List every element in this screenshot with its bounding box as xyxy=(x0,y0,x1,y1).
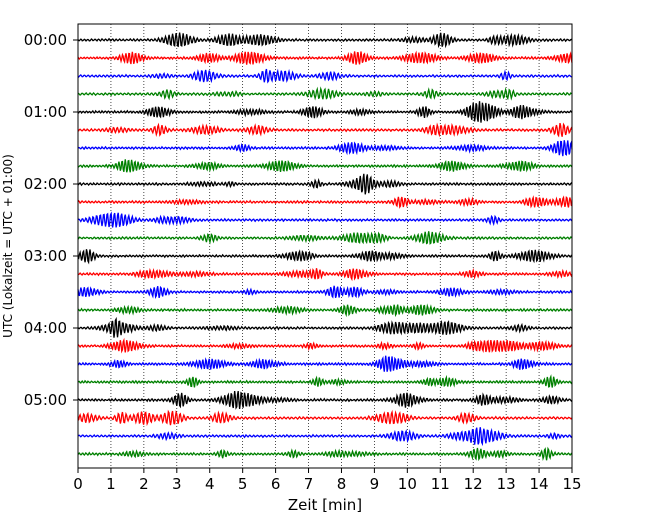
trace-row xyxy=(77,173,573,195)
x-tick-label: 6 xyxy=(271,475,281,493)
x-tick-label: 13 xyxy=(497,475,516,493)
trace-row xyxy=(77,390,573,410)
y-tick-label: 02:00 xyxy=(24,175,67,193)
trace-row xyxy=(77,267,573,282)
x-tick-label: 4 xyxy=(205,475,215,493)
trace-row xyxy=(77,249,573,265)
x-axis-label: Zeit [min] xyxy=(288,496,362,514)
y-tick-label: 00:00 xyxy=(24,31,67,49)
trace-row xyxy=(77,285,573,300)
x-tick-label: 0 xyxy=(73,475,83,493)
y-axis-label: UTC (Lokalzeit = UTC + 01:00) xyxy=(1,154,15,338)
trace-row xyxy=(77,355,573,372)
seismic-traces xyxy=(77,32,573,462)
trace-row xyxy=(77,195,573,209)
trace-row xyxy=(77,303,573,318)
y-tick-label: 03:00 xyxy=(24,247,67,265)
trace-row xyxy=(77,337,573,354)
trace-row xyxy=(77,427,573,447)
x-tick-label: 7 xyxy=(304,475,314,493)
trace-row xyxy=(77,122,573,138)
grid xyxy=(110,24,540,468)
x-tick-label: 5 xyxy=(238,475,248,493)
trace-row xyxy=(77,159,573,173)
trace-row xyxy=(77,86,573,101)
x-tick-label: 14 xyxy=(530,475,549,493)
trace-row xyxy=(77,374,573,388)
x-tick-label: 12 xyxy=(464,475,483,493)
trace-row xyxy=(77,231,573,245)
trace-row xyxy=(77,140,573,157)
trace-row xyxy=(77,32,573,49)
x-tick-label: 8 xyxy=(337,475,347,493)
y-tick-label: 05:00 xyxy=(24,391,67,409)
trace-row xyxy=(77,101,573,123)
y-tick-label: 01:00 xyxy=(24,103,67,121)
x-tick-label: 9 xyxy=(370,475,380,493)
trace-row xyxy=(77,409,573,427)
trace-row xyxy=(77,211,573,228)
x-axis: 0 1 2 3 4 5 6 7 8 9 10 11 12 13 14 15 xyxy=(73,468,582,493)
y-axis: 00:00 01:00 02:00 03:00 04:00 05:00 xyxy=(24,31,78,409)
x-tick-label: 2 xyxy=(139,475,149,493)
y-tick-label: 04:00 xyxy=(24,319,67,337)
trace-row xyxy=(77,50,573,65)
x-tick-label: 3 xyxy=(172,475,182,493)
trace-row xyxy=(77,68,573,84)
trace-row xyxy=(77,446,573,462)
plot-frame xyxy=(77,23,573,469)
x-tick-label: 10 xyxy=(398,475,417,493)
x-tick-label: 15 xyxy=(562,475,581,493)
x-tick-label: 1 xyxy=(106,475,116,493)
trace-row xyxy=(77,316,573,338)
x-tick-label: 11 xyxy=(431,475,450,493)
